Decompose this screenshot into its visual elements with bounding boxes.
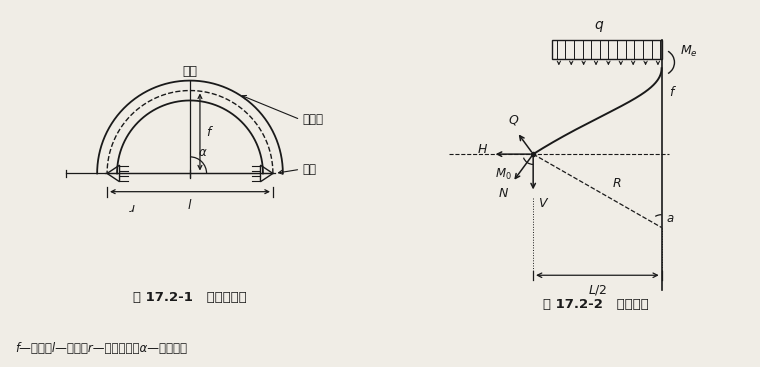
Text: $Q$: $Q$	[508, 113, 519, 127]
Text: $N$: $N$	[498, 187, 509, 200]
Text: $f$: $f$	[669, 85, 677, 99]
Text: 图 17.2-2   拱身内力: 图 17.2-2 拱身内力	[543, 298, 648, 311]
Text: $R$: $R$	[612, 177, 622, 190]
Text: $M_e$: $M_e$	[680, 44, 698, 59]
Text: $a$: $a$	[666, 212, 674, 225]
Text: $\alpha$: $\alpha$	[198, 146, 208, 159]
Text: $q$: $q$	[594, 19, 604, 34]
Text: 拱顶: 拱顶	[182, 65, 198, 78]
Text: $H$: $H$	[477, 143, 488, 156]
Text: $r$: $r$	[128, 200, 136, 213]
Text: $L/2$: $L/2$	[587, 283, 607, 297]
Text: 拱脚: 拱脚	[302, 163, 316, 176]
Text: 图 17.2-1   圆弧无铰拱: 图 17.2-1 圆弧无铰拱	[133, 291, 247, 304]
Text: $f$: $f$	[206, 125, 214, 139]
Text: f—矢高；l—跨度；r—圆弧半径；α—半弧心角: f—矢高；l—跨度；r—圆弧半径；α—半弧心角	[15, 342, 187, 355]
Text: $M_0$: $M_0$	[495, 167, 511, 182]
Text: $V$: $V$	[537, 197, 549, 210]
Text: $l$: $l$	[187, 198, 193, 212]
Text: 拱轴线: 拱轴线	[302, 113, 323, 126]
